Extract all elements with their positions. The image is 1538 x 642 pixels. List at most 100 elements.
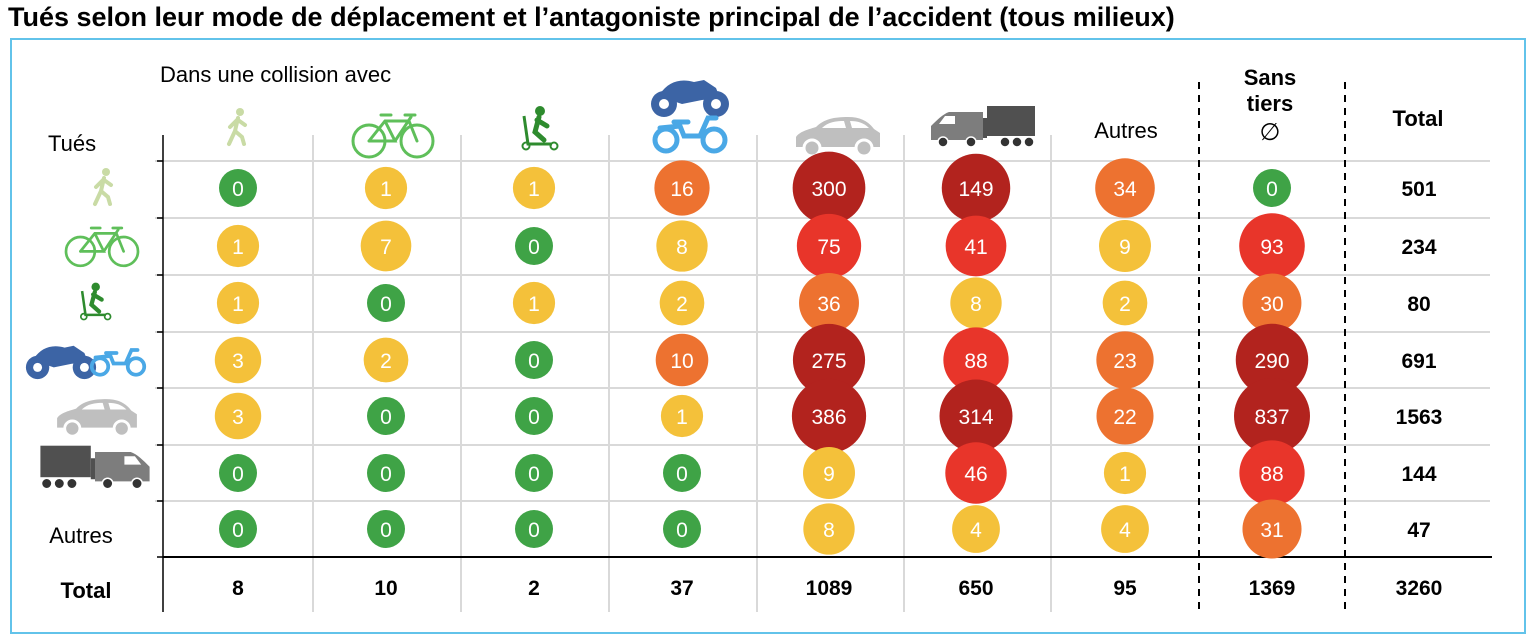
bubble-value: 1 (232, 236, 244, 259)
bubble-circle (799, 273, 859, 333)
bubble-circle (654, 160, 710, 216)
car-icon (57, 399, 137, 438)
bubble: 46 (945, 442, 1007, 504)
bubble: 1 (512, 281, 556, 325)
bubble-circle (803, 447, 855, 499)
row-label-total: Total (61, 578, 112, 603)
bubble: 0 (367, 510, 405, 548)
bubble-value: 0 (676, 519, 688, 542)
bubble: 3 (214, 392, 262, 440)
bubble-circle (363, 337, 409, 383)
bubble-circle (1239, 440, 1305, 506)
bubble-value: 1 (232, 293, 244, 316)
column-label-tiers: tiers (1247, 91, 1293, 116)
bubble: 1 (216, 224, 260, 268)
row-label-autres: Autres (49, 523, 113, 548)
bubble-value: 1 (676, 406, 688, 429)
bubble-value: 41 (964, 236, 987, 259)
bubble-circle (367, 454, 405, 492)
bubble-circle (791, 378, 867, 454)
bubble-circle (219, 169, 257, 207)
bubble-value: 1 (528, 178, 540, 201)
bubble-circle (945, 215, 1007, 277)
bubble-circle (512, 166, 556, 210)
column-total-value: 650 (958, 577, 993, 600)
bubble-circle (364, 166, 408, 210)
bubble-circle (663, 454, 701, 492)
bubble-value: 9 (823, 463, 835, 486)
bubble-value: 7 (380, 236, 392, 259)
bubble-value: 0 (528, 350, 540, 373)
bubble-circle (1242, 273, 1302, 333)
bubble: 275 (792, 323, 866, 397)
bubble-value: 0 (232, 519, 244, 542)
bubble-value: 1 (380, 178, 392, 201)
bubble-value: 0 (528, 519, 540, 542)
bubble: 0 (1253, 169, 1291, 207)
chart-frame (10, 38, 1526, 634)
car-icon (796, 117, 880, 158)
truck-van-icon (40, 445, 150, 490)
column-total-value: 10 (374, 577, 397, 600)
bubble-value: 16 (670, 178, 693, 201)
row-total-value: 691 (1401, 350, 1436, 373)
chart-title: Tués selon leur mode de déplacement et l… (8, 2, 1175, 32)
column-total-value: 37 (670, 577, 693, 600)
bubble-circle (367, 284, 405, 322)
pedestrian-icon (227, 108, 247, 146)
bubble-circle (1103, 451, 1147, 495)
bubble-circle (952, 505, 1000, 553)
bubble-circle (515, 454, 553, 492)
column-label-sans: Sans (1244, 65, 1297, 90)
bubble: 88 (1239, 440, 1305, 506)
column-header-label: Dans une collision avec (160, 62, 391, 87)
bubble-value: 1 (1119, 463, 1131, 486)
bubble-circle (1099, 220, 1151, 272)
truck-van-icon (931, 106, 1035, 148)
bubble-circle (792, 151, 866, 225)
bubble-value: 1 (528, 293, 540, 316)
bubble-circle (656, 220, 708, 272)
grand-total-value: 3260 (1396, 577, 1443, 600)
bubble: 0 (219, 510, 257, 548)
bubble: 31 (1242, 499, 1302, 559)
bubble-circle (515, 341, 553, 379)
bubble: 837 (1234, 378, 1310, 454)
bubble-circle (219, 510, 257, 548)
bubble-circle (792, 323, 866, 397)
bubble-circle (1239, 213, 1305, 279)
bubble-value: 8 (970, 293, 982, 316)
row-total-value: 501 (1401, 178, 1436, 201)
bubble-circle (663, 510, 701, 548)
bubble: 10 (655, 333, 709, 387)
bubble-value: 22 (1113, 406, 1136, 429)
bubble: 0 (515, 341, 553, 379)
bubble-circle (367, 510, 405, 548)
bubble-circle (943, 327, 1009, 393)
bubble-value: 31 (1260, 519, 1283, 542)
bubble-circle (1096, 387, 1154, 445)
bubble-circle (1102, 280, 1148, 326)
bubble-circle (219, 454, 257, 492)
bubble-circle (659, 280, 705, 326)
bubble-circle (1096, 331, 1154, 389)
bubble-circle (655, 333, 709, 387)
bubble-circle (945, 442, 1007, 504)
bubble-value: 75 (817, 236, 840, 259)
bubble-value: 8 (676, 236, 688, 259)
bubble-circle (214, 336, 262, 384)
bubble-value: 8 (823, 519, 835, 542)
bubble-circle (367, 397, 405, 435)
bubble-value: 3 (232, 350, 244, 373)
row-header-label: Tués (48, 131, 96, 156)
bubble-circle (1101, 505, 1149, 553)
bubble-value: 93 (1260, 236, 1283, 259)
bubble: 2 (363, 337, 409, 383)
bubble: 1 (1103, 451, 1147, 495)
bubble-value: 275 (811, 350, 846, 373)
bubble: 1 (660, 394, 704, 438)
bubble-value: 3 (232, 406, 244, 429)
bubble-circle (939, 379, 1013, 453)
bubble-circle (515, 227, 553, 265)
bubble: 8 (803, 503, 855, 555)
